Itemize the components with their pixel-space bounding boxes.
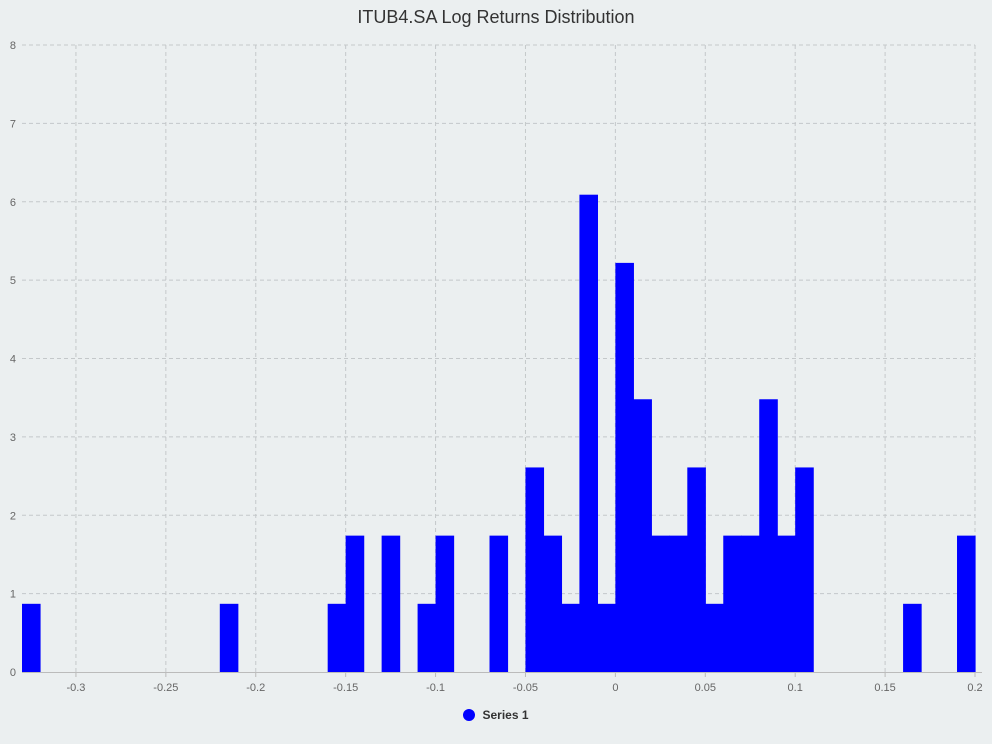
histogram-bars	[22, 194, 976, 673]
x-tick-label: 0.1	[788, 682, 803, 694]
y-tick-label: 6	[10, 197, 16, 209]
x-tick-label: -0.3	[66, 682, 85, 694]
histogram-bar[interactable]	[597, 603, 616, 672]
histogram-bar[interactable]	[723, 535, 742, 672]
x-tick-label: 0.2	[967, 682, 982, 694]
histogram-bar[interactable]	[741, 535, 760, 672]
x-tick-label: -0.25	[153, 682, 178, 694]
histogram-bar[interactable]	[579, 194, 598, 673]
x-tick-label: 0.15	[874, 682, 895, 694]
y-tick-label: 3	[10, 432, 16, 444]
x-tick-label: 0	[612, 682, 618, 694]
histogram-bar[interactable]	[687, 467, 706, 672]
chart-title: ITUB4.SA Log Returns Distribution	[357, 7, 635, 27]
y-tick-label: 2	[10, 510, 16, 522]
histogram-bar[interactable]	[345, 535, 365, 672]
axes: 0 1 2 3 4 5 6 7 8 -0.3 -0.25 -0.2 -0.15 -0.1 -0.05 0 0.0…	[10, 40, 983, 694]
y-tick-label: 0	[10, 667, 16, 679]
y-tick-label: 1	[10, 589, 16, 601]
x-tick-label: -0.1	[426, 682, 445, 694]
histogram-bar[interactable]	[759, 399, 778, 672]
histogram-bar[interactable]	[903, 603, 922, 672]
y-tick-label: 8	[10, 40, 16, 52]
legend-marker	[463, 709, 476, 721]
histogram-bar[interactable]	[615, 262, 634, 672]
histogram-bar[interactable]	[705, 603, 724, 672]
legend-label: Series 1	[482, 708, 529, 722]
histogram-bar[interactable]	[219, 603, 239, 672]
histogram-bar[interactable]	[435, 535, 455, 672]
x-tick-label: -0.2	[246, 682, 265, 694]
x-tick-label: -0.15	[333, 682, 358, 694]
histogram-bar[interactable]	[651, 535, 670, 672]
histogram-bar[interactable]	[633, 399, 652, 672]
histogram-bar[interactable]	[957, 535, 976, 672]
histogram-bar[interactable]	[795, 467, 814, 672]
histogram-bar[interactable]	[669, 535, 688, 672]
legend[interactable]: Series 1	[0, 708, 992, 722]
histogram-bar[interactable]	[561, 603, 581, 672]
x-tick-label: -0.05	[513, 682, 538, 694]
grid-lines	[22, 44, 976, 672]
y-tick-label: 5	[10, 275, 16, 287]
histogram-bar[interactable]	[543, 535, 563, 672]
histogram-bar[interactable]	[417, 603, 437, 672]
histogram-bar[interactable]	[489, 535, 509, 672]
y-tick-label: 7	[10, 118, 16, 130]
y-tick-label: 4	[10, 354, 16, 366]
histogram-bar[interactable]	[22, 603, 41, 672]
histogram-bar[interactable]	[381, 535, 401, 672]
histogram-bar[interactable]	[327, 603, 347, 672]
histogram-bar[interactable]	[777, 535, 796, 672]
x-tick-label: 0.05	[695, 682, 716, 694]
histogram-bar[interactable]	[525, 467, 545, 672]
